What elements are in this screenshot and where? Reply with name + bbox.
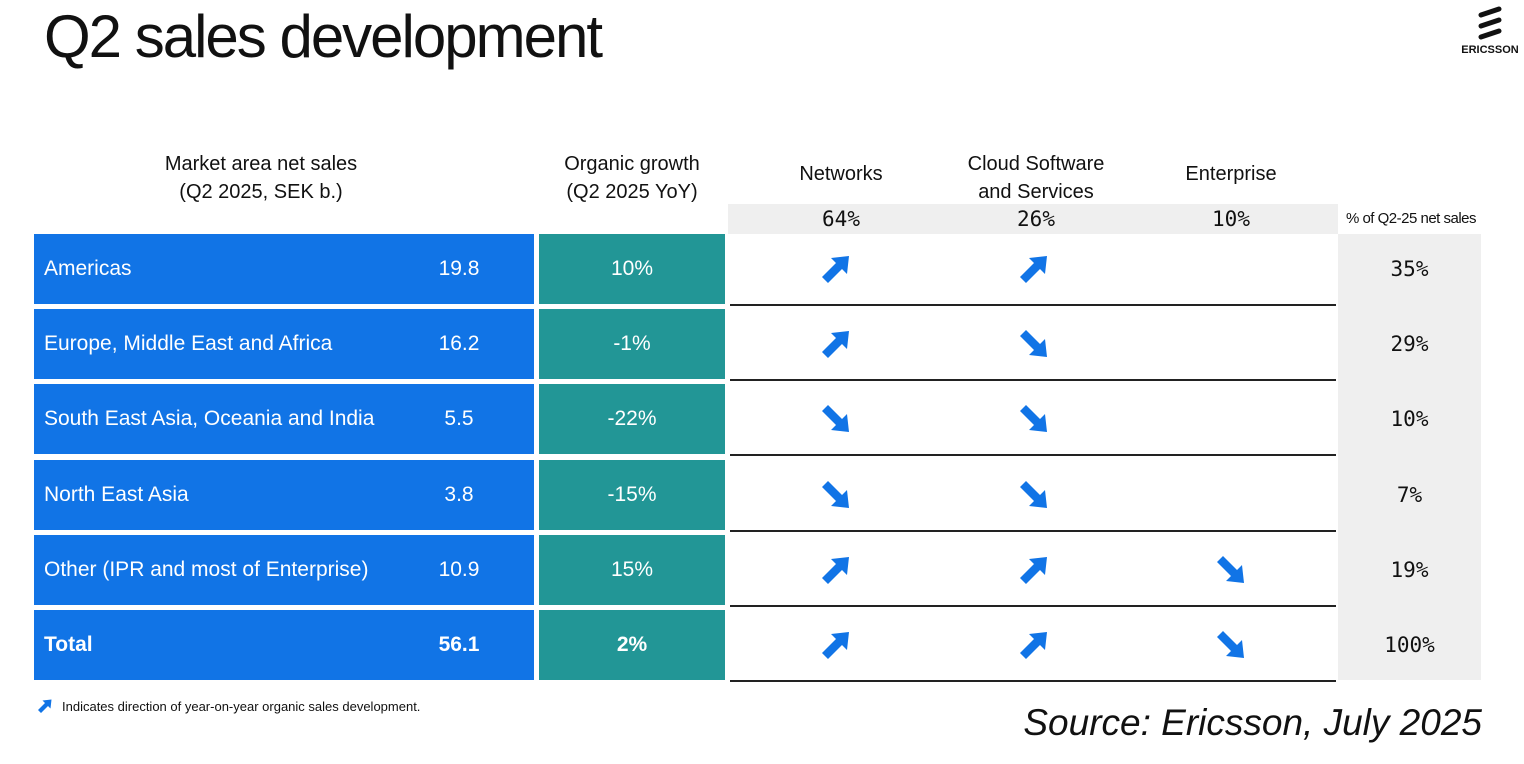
share-of-net-sales: 100% [1384, 633, 1435, 657]
table-row: North East Asia 3.8 -15% 7% [0, 459, 1524, 532]
header-growth-line1: Organic growth [564, 153, 700, 175]
header-organic-growth: Organic growth (Q2 2025 YoY) [539, 150, 725, 206]
region-net-sales: 56.1 [438, 633, 480, 656]
row-separator [730, 604, 1336, 607]
organic-growth-cell: 15% [539, 534, 725, 605]
region-name: Americas [44, 257, 132, 280]
header-enterprise: Enterprise [1185, 163, 1277, 185]
arrow-down-right-icon [1217, 631, 1244, 658]
share-of-net-sales: 10% [1390, 407, 1429, 432]
region-cell: North East Asia 3.8 [34, 459, 534, 530]
arrow-down-right-icon [1020, 330, 1047, 358]
arrow-down-right-icon [1020, 480, 1047, 508]
share-of-net-sales: 7% [1396, 482, 1423, 507]
table-row: Other (IPR and most of Enterprise) 10.9 … [0, 534, 1524, 607]
region-net-sales: 19.8 [438, 257, 480, 280]
share-enterprise: 10% [1212, 207, 1250, 231]
share-cloud: 26% [1017, 207, 1055, 231]
header-cloud-line2: and Services [978, 181, 1094, 203]
share-of-net-sales: 35% [1390, 257, 1429, 281]
region-name: Other (IPR and most of Enterprise) [44, 557, 369, 581]
header-market-area-line1: Market area net sales [164, 153, 358, 175]
region-cell: Europe, Middle East and Africa 16.2 [34, 309, 534, 380]
row-separator [730, 379, 1336, 382]
table-row: Americas 19.8 10% 35% [0, 234, 1524, 306]
region-name: North East Asia [44, 482, 189, 506]
ericsson-logo-icon [1478, 6, 1502, 40]
region-cell: South East Asia, Oceania and India 5.5 [34, 384, 534, 455]
region-net-sales: 5.5 [444, 407, 474, 431]
header-cloud: Cloud Software and Services [936, 150, 1136, 206]
share-column-bg [1338, 234, 1481, 680]
organic-growth-cell: 10% [539, 234, 725, 304]
source-note: Source: Ericsson, July 2025 [1023, 702, 1482, 743]
legend-text: Indicates direction of year-on-year orga… [62, 698, 421, 714]
arrow-down-right-icon [1020, 405, 1047, 433]
arrow-up-right-icon [822, 556, 849, 584]
header-networks: Networks [799, 163, 883, 185]
region-net-sales: 16.2 [438, 332, 480, 356]
table-row: Total 56.1 2% 100% [0, 610, 1524, 682]
share-of-net-sales: 19% [1390, 557, 1429, 582]
legend: Indicates direction of year-on-year orga… [34, 694, 420, 718]
region-cell: Total 56.1 [34, 610, 534, 680]
header-market-area: Market area net sales (Q2 2025, SEK b.) [100, 150, 422, 206]
arrow-up-right-icon [1020, 632, 1047, 659]
logo-wordmark: ERICSSON [1461, 44, 1519, 56]
region-net-sales: 3.8 [444, 482, 474, 506]
arrow-down-right-icon [1217, 555, 1244, 583]
row-separator [730, 454, 1336, 457]
page-title: Q2 sales development [44, 3, 603, 70]
region-name: Total [44, 633, 93, 656]
arrow-up-right-icon [822, 331, 849, 359]
region-cell: Other (IPR and most of Enterprise) 10.9 [34, 534, 534, 605]
table-row: South East Asia, Oceania and India 5.5 -… [0, 384, 1524, 457]
arrow-up-right-icon [38, 699, 52, 713]
region-cell: Americas 19.8 [34, 234, 534, 304]
row-separator [730, 529, 1336, 532]
organic-growth-cell: -22% [539, 384, 725, 455]
region-name: South East Asia, Oceania and India [44, 407, 375, 431]
share-column-label: % of Q2-25 net sales [1345, 210, 1477, 227]
organic-growth-cell: 2% [539, 610, 725, 680]
ericsson-logo: ERICSSON [1458, 6, 1522, 58]
table-row: Europe, Middle East and Africa 16.2 -1% … [0, 309, 1524, 382]
arrow-up-right-icon [822, 256, 849, 283]
header-growth-line2: (Q2 2025 YoY) [566, 181, 698, 203]
arrow-up-right-icon [1020, 256, 1047, 283]
share-of-net-sales: 29% [1390, 332, 1429, 357]
share-networks: 64% [822, 207, 860, 231]
header-cloud-line1: Cloud Software [967, 153, 1105, 175]
arrow-up-right-icon [1020, 556, 1047, 584]
arrow-down-right-icon [822, 405, 849, 433]
region-net-sales: 10.9 [438, 557, 480, 581]
arrow-down-right-icon [822, 480, 849, 508]
row-separator [730, 680, 1336, 682]
segment-share-bar [728, 204, 1338, 234]
arrow-up-right-icon [822, 632, 849, 659]
organic-growth-cell: -15% [539, 459, 725, 530]
organic-growth-cell: -1% [539, 309, 725, 380]
region-name: Europe, Middle East and Africa [44, 332, 333, 356]
row-separator [730, 304, 1336, 306]
header-market-area-line2: (Q2 2025, SEK b.) [179, 181, 343, 203]
